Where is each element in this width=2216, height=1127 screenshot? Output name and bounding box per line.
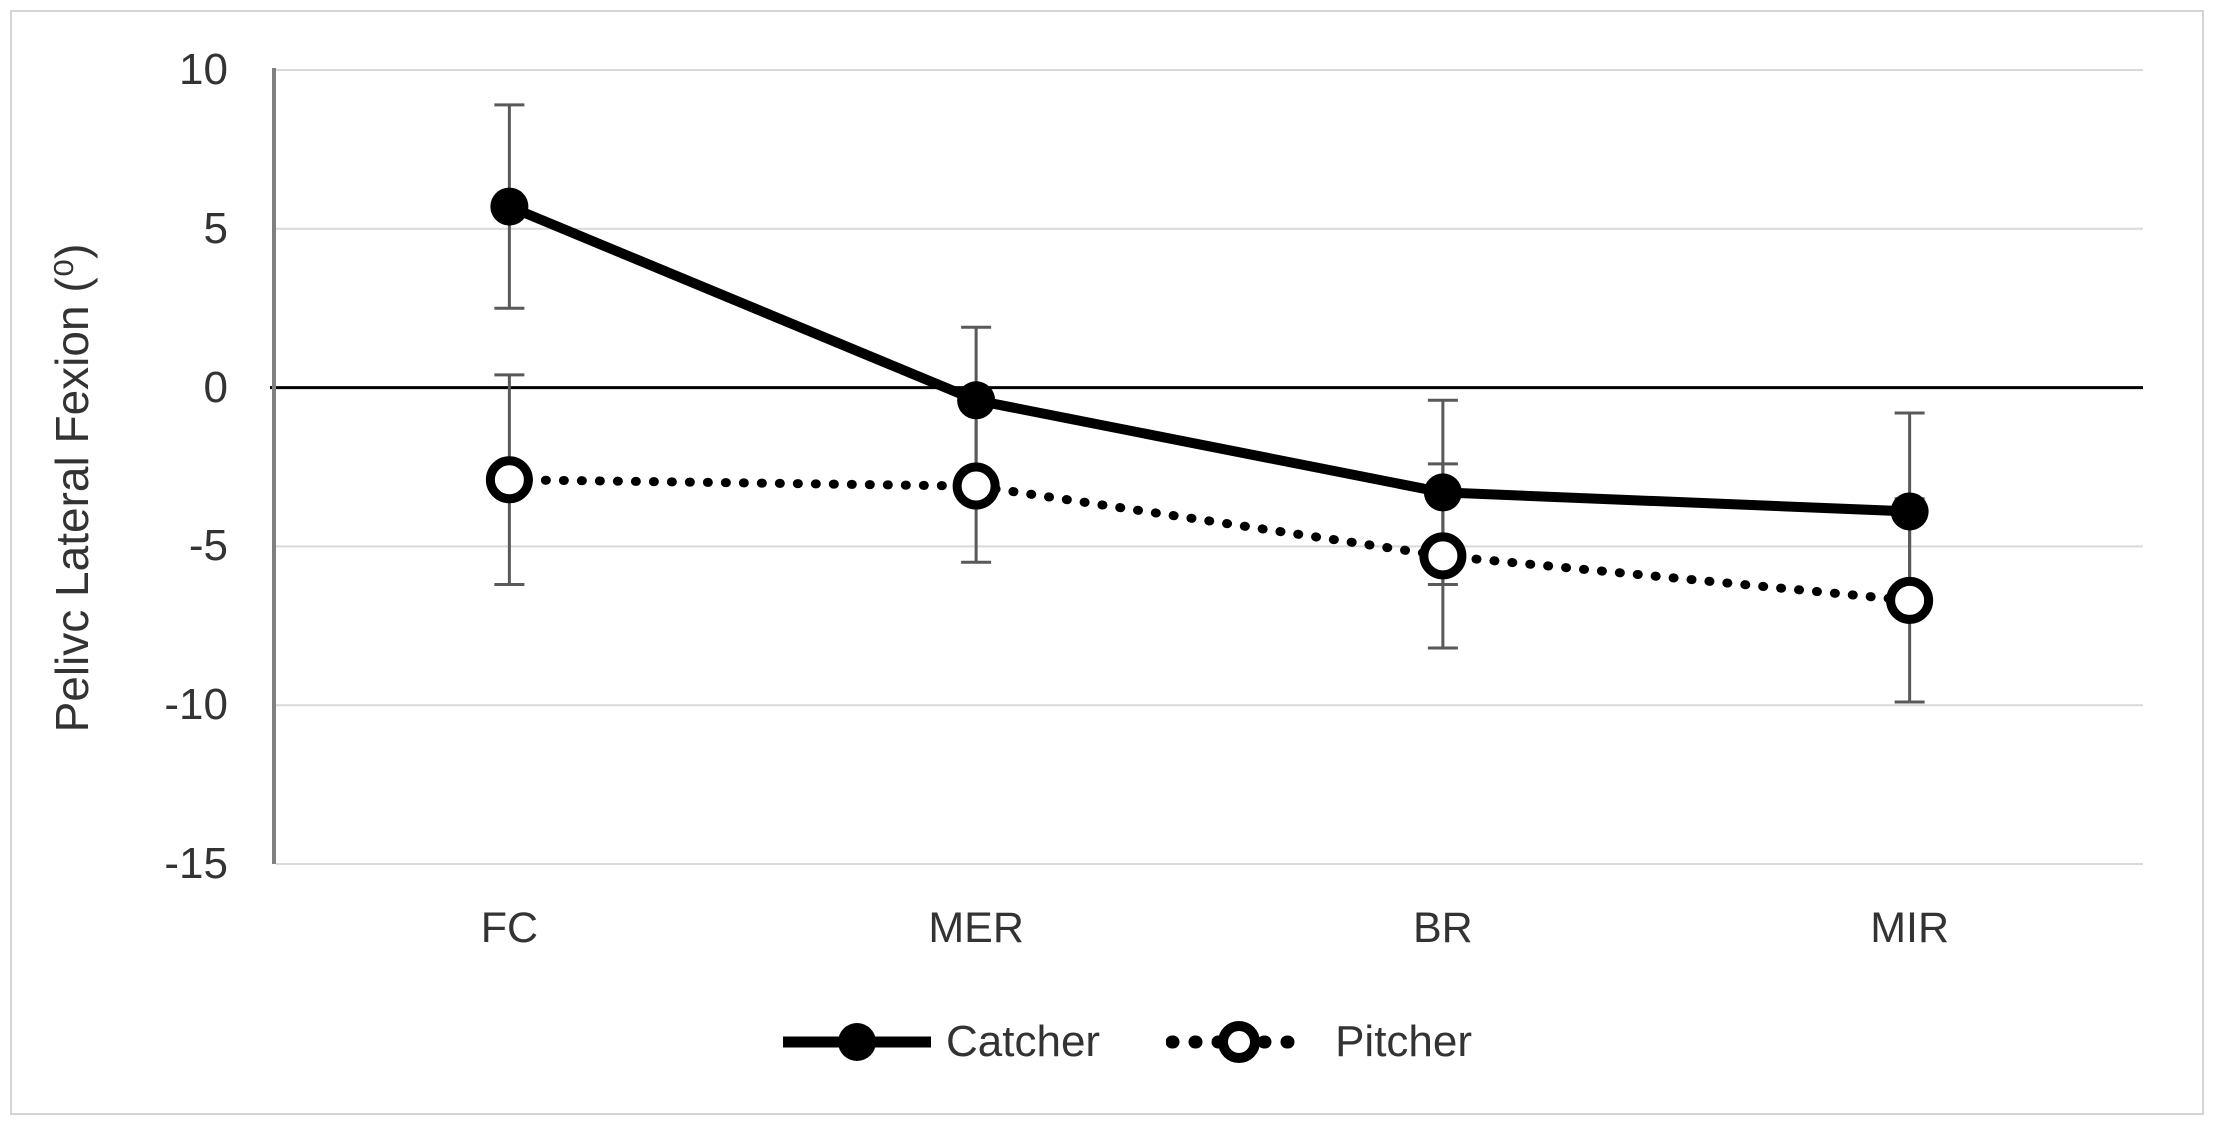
data-point-pitcher-MER <box>952 462 1000 510</box>
y-tick-label: -15 <box>164 839 228 888</box>
x-tick-label: FC <box>480 904 539 952</box>
data-point-pitcher-FC <box>485 456 533 504</box>
data-point-catcher-FC <box>490 187 529 226</box>
open-circle-icon <box>1218 1021 1261 1063</box>
data-point-catcher-MIR <box>1890 492 1929 531</box>
y-tick-label: 5 <box>203 203 228 253</box>
y-axis-title: Pelivc Lateral Fexion (⁰) <box>46 243 98 733</box>
legend: Catcher Pitcher <box>781 1020 1472 1064</box>
filled-circle-icon <box>838 1023 876 1061</box>
x-tick-label: MER <box>928 904 1024 952</box>
data-point-catcher-MER <box>957 381 996 420</box>
legend-label-catcher: Catcher <box>946 1017 1101 1066</box>
y-tick-label: -5 <box>188 521 228 571</box>
y-tick-label: -10 <box>164 680 228 730</box>
series-line-catcher <box>504 201 1915 517</box>
series-line-pitcher <box>504 475 1915 605</box>
legend-label-pitcher: Pitcher <box>1335 1017 1473 1066</box>
figure-border <box>10 10 2204 1115</box>
y-tick-label: 0 <box>203 362 228 412</box>
x-tick-label: BR <box>1413 904 1473 952</box>
data-point-catcher-BR <box>1423 473 1462 512</box>
y-tick-label: 10 <box>179 45 228 94</box>
x-tick-label: MIR <box>1870 904 1950 952</box>
data-point-pitcher-MIR <box>1886 576 1934 624</box>
legend-pitcher-line-swatch <box>1166 1021 1313 1063</box>
legend-catcher-line-swatch <box>783 1023 931 1061</box>
data-point-pitcher-BR <box>1419 532 1467 580</box>
